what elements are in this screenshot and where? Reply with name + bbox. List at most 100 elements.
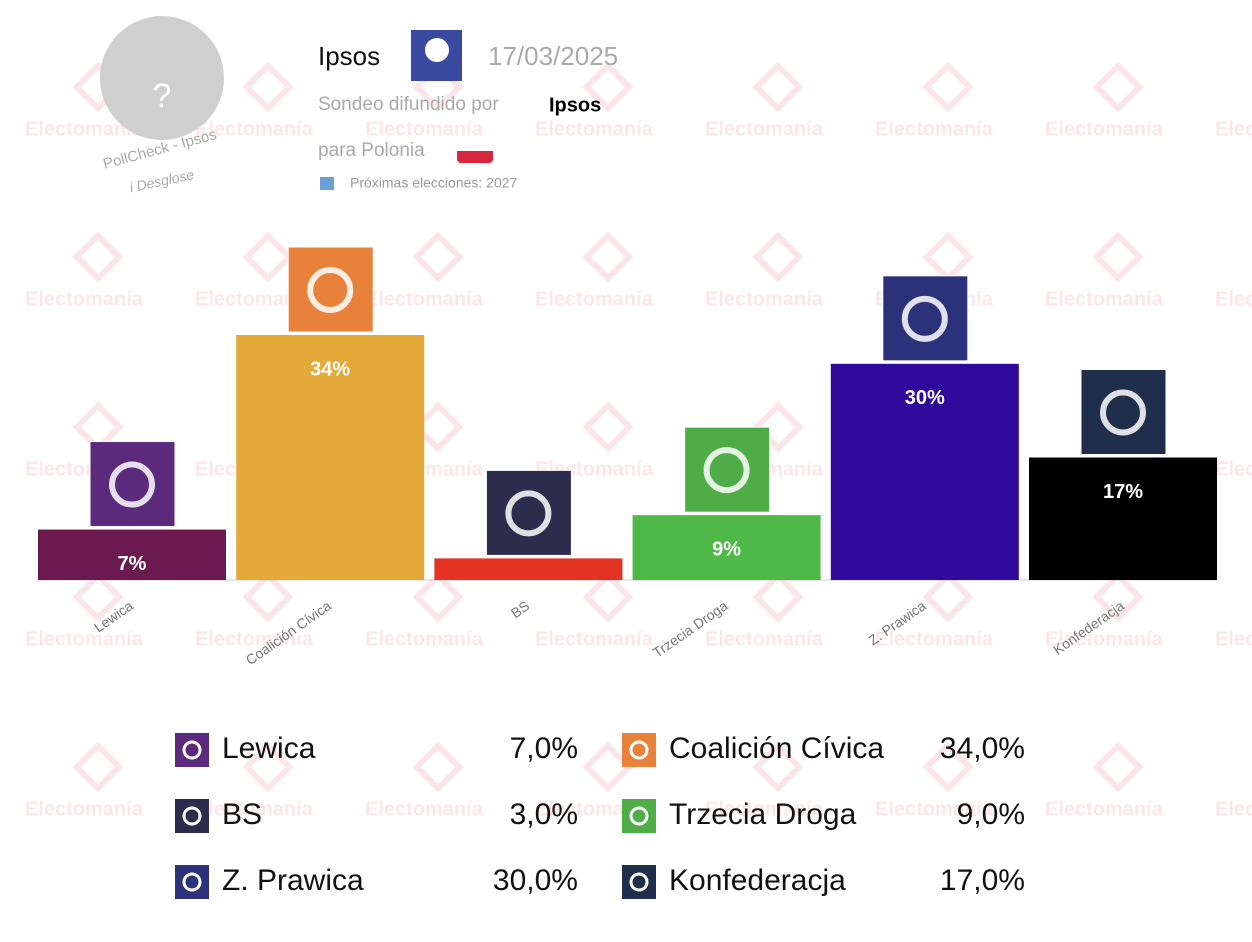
legend-icon-shape <box>629 806 649 826</box>
legend-name: Lewica <box>222 732 316 765</box>
party-logo-shape <box>703 447 750 494</box>
legend-icon-shape <box>182 872 202 892</box>
legend-icon <box>622 733 656 767</box>
watermark: Electomanía <box>365 628 484 650</box>
legend-icon-shape <box>182 740 202 760</box>
bar <box>632 515 821 580</box>
watermark: Electomanía <box>535 288 654 310</box>
watermark: Electomanía <box>1215 798 1252 820</box>
party-logo-shape <box>1100 389 1146 436</box>
flag-top <box>457 143 493 151</box>
watermark: Electomanía <box>705 118 824 140</box>
watermark-icon <box>752 571 804 623</box>
watermark-icon <box>242 571 294 623</box>
legend-name: Konfederacja <box>669 864 846 897</box>
watermark-icon <box>922 61 974 113</box>
x-tick-label: BS <box>508 597 532 621</box>
legend-value: 3,0% <box>510 798 578 831</box>
watermark-icon <box>1092 61 1144 113</box>
date: 17/03/2025 <box>488 41 618 71</box>
watermark: Electomanía <box>365 288 484 310</box>
watermark: Electomanía <box>705 798 824 820</box>
watermark: Electomanía <box>25 628 144 650</box>
watermark-icon <box>412 401 464 453</box>
party-logo <box>485 469 572 556</box>
legend-name: Trzecia Droga <box>669 798 857 831</box>
party-logo-shape <box>109 461 155 508</box>
value-label: 9% <box>712 538 741 560</box>
watermark-icon <box>242 741 294 793</box>
country: para Polonia <box>318 140 425 161</box>
legend-icon <box>175 865 209 899</box>
watermark: Electomanía <box>1215 628 1252 650</box>
bar <box>236 335 425 580</box>
watermark: Electomanía <box>195 628 314 650</box>
party-logo <box>1080 369 1167 455</box>
watermark-icon <box>412 571 464 623</box>
legend-icon <box>622 865 656 899</box>
bar <box>830 363 1019 580</box>
watermark: Electomanía <box>25 288 144 310</box>
watermark-icon <box>1092 741 1144 793</box>
legend-icon-shape <box>182 806 202 826</box>
watermark-icon <box>412 741 464 793</box>
watermark: Electomanía <box>875 798 994 820</box>
watermark: Electomanía <box>25 118 144 140</box>
party-logo <box>882 275 969 362</box>
watermark: Electomanía <box>1045 288 1164 310</box>
published-by-label: Sondeo difundido por <box>318 94 499 115</box>
party-logo <box>89 441 176 528</box>
value-label: 7% <box>118 553 147 575</box>
legend-name: Z. Prawica <box>222 864 364 897</box>
party-logo-shape <box>307 267 354 313</box>
legend-icon <box>175 733 209 767</box>
watermark-icon <box>1092 571 1144 623</box>
watermark-icon <box>752 231 804 283</box>
watermark: Electomanía <box>1215 458 1252 480</box>
watermark-icon <box>582 741 634 793</box>
avatar <box>100 16 224 140</box>
ballot-icon <box>320 177 334 190</box>
legend-name: BS <box>222 798 262 831</box>
pollster-logo-shape <box>425 38 449 62</box>
legend-value: 34,0% <box>940 732 1025 765</box>
value-label: 17% <box>1103 481 1143 503</box>
watermark: Electomanía <box>1215 288 1252 310</box>
next-elections: Próximas elecciones: 2027 <box>350 175 518 191</box>
legend-name: Coalición Cívica <box>669 732 884 765</box>
watermark-icon <box>922 571 974 623</box>
watermark: Electomanía <box>535 628 654 650</box>
bar <box>38 529 226 580</box>
watermark: Electomanía <box>25 798 144 820</box>
watermark-icon <box>582 231 634 283</box>
pollster: Ipsos <box>318 41 380 71</box>
legend-value: 9,0% <box>957 798 1025 831</box>
watermark-icon <box>922 231 974 283</box>
watermark: Electomanía <box>365 798 484 820</box>
legend-value: 17,0% <box>940 864 1025 897</box>
party-logo <box>684 426 771 513</box>
watermarks: Electomanía Electomanía Electomanía Electom… <box>25 61 1252 820</box>
bar <box>1029 457 1217 580</box>
watermark-icon <box>72 741 124 793</box>
legend-value: 7,0% <box>510 732 578 765</box>
watermark-icon <box>242 61 294 113</box>
watermark-icon <box>582 401 634 453</box>
watermark: Electomanía <box>195 118 314 140</box>
watermark-icon <box>72 231 124 283</box>
watermark: Electomanía <box>1045 118 1164 140</box>
legend-icon-shape <box>629 740 649 760</box>
watermark-icon <box>752 741 804 793</box>
watermark-icon <box>72 401 124 453</box>
watermark: Electomanía <box>365 118 484 140</box>
watermark: Electomanía <box>705 628 824 650</box>
watermark-icon <box>412 231 464 283</box>
watermark: Electomanía <box>1215 118 1252 140</box>
party-logo-shape <box>901 295 948 342</box>
watermark: Electomanía <box>1045 628 1164 650</box>
value-label: 34% <box>310 358 350 380</box>
watermark-icon <box>752 61 804 113</box>
breakdown: i Desglose <box>128 166 195 195</box>
